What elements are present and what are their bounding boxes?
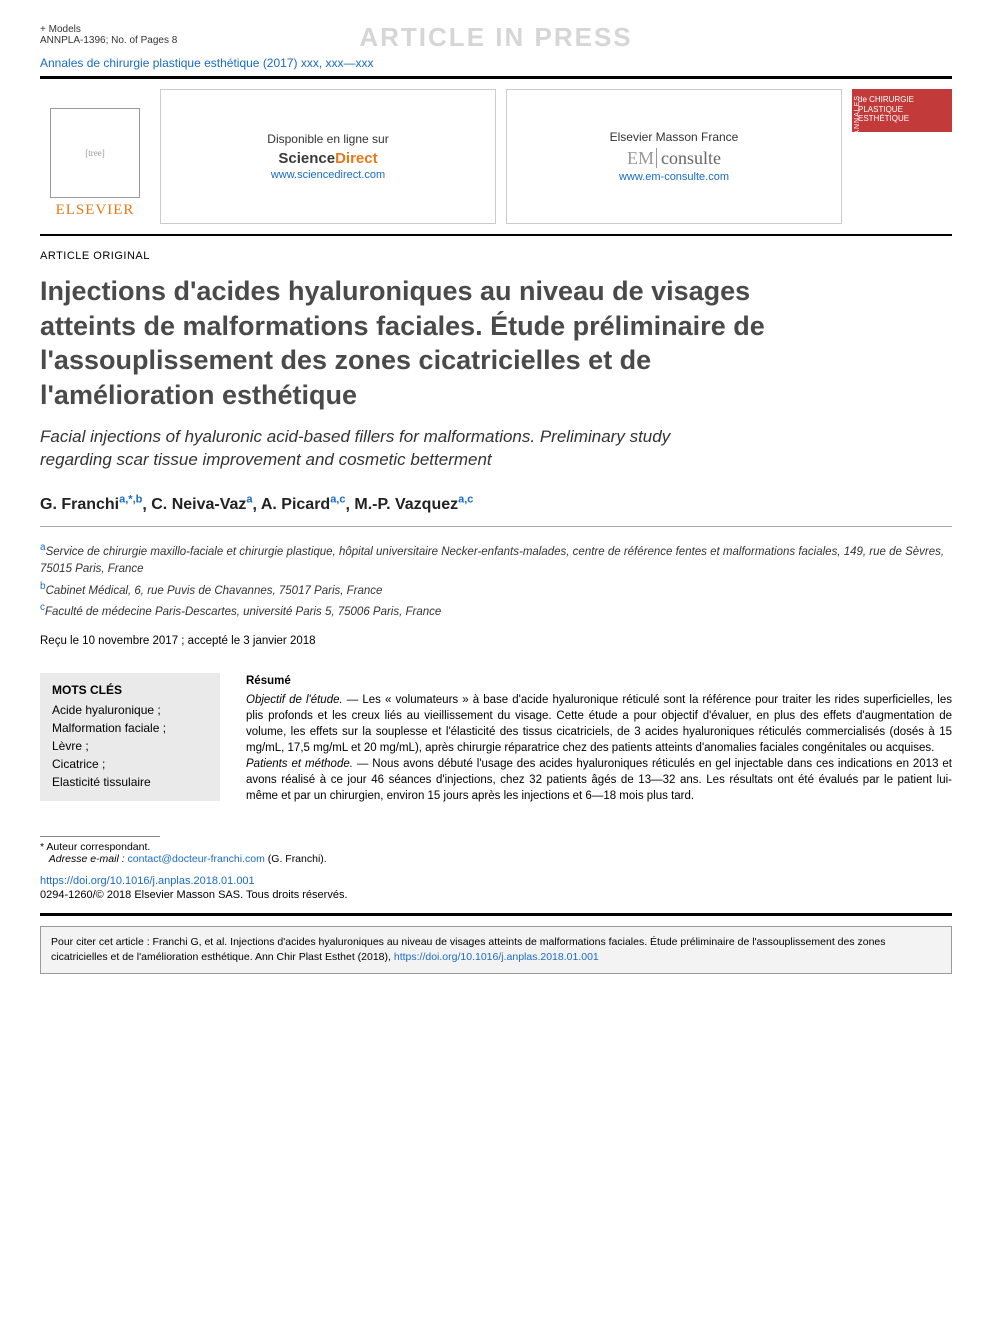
affiliation-b: bCabinet Médical, 6, rue Puvis de Chavan…: [40, 580, 952, 600]
sciencedirect-url[interactable]: www.sciencedirect.com: [271, 169, 385, 181]
article-title-english: Facial injections of hyaluronic acid-bas…: [40, 426, 740, 472]
elsevier-label: ELSEVIER: [56, 202, 135, 219]
emconsulte-caption: Elsevier Masson France: [610, 130, 739, 144]
elsevier-logo[interactable]: [tree] ELSEVIER: [40, 89, 150, 219]
keywords-box: MOTS CLÉS Acide hyaluronique ; Malformat…: [40, 673, 220, 801]
sciencedirect-brand: ScienceDirect: [278, 150, 377, 167]
footnote-rule: [40, 836, 160, 837]
keyword-4: Cicatrice ;: [52, 755, 208, 773]
keywords-abstract-row: MOTS CLÉS Acide hyaluronique ; Malformat…: [40, 673, 952, 805]
corresponding-author-note: * Auteur correspondant.: [40, 841, 952, 853]
keyword-1: Acide hyaluronique ;: [52, 701, 208, 719]
header-logos-row: [tree] ELSEVIER Disponible en ligne sur …: [40, 89, 952, 224]
affiliations-block: aService de chirurgie maxillo-faciale et…: [40, 541, 952, 620]
doi-link[interactable]: https://doi.org/10.1016/j.anplas.2018.01…: [40, 875, 255, 887]
authors-line: G. Franchia,*,b, C. Neiva-Vaza, A. Picar…: [40, 494, 952, 527]
abstract-heading: Résumé: [246, 673, 952, 689]
doi-line: https://doi.org/10.1016/j.anplas.2018.01…: [40, 875, 952, 887]
article-type: ARTICLE ORIGINAL: [40, 250, 952, 262]
cover-side-label: ANNALES: [854, 95, 862, 135]
article-dates: Reçu le 10 novembre 2017 ; accepté le 3 …: [40, 635, 952, 647]
author-1: G. Franchia,*,b: [40, 496, 142, 513]
journal-cover-thumbnail: ANNALES de CHIRURGIE PLASTIQUE ESTHÉTIQU…: [852, 89, 952, 224]
cover-line2: PLASTIQUE: [858, 105, 946, 115]
divider-below-logos: [40, 234, 952, 236]
emconsulte-url[interactable]: www.em-consulte.com: [619, 171, 729, 183]
cover-line1: de CHIRURGIE: [858, 95, 946, 105]
abstract-section-2: Patients et méthode. — Nous avons débuté…: [246, 756, 952, 804]
keyword-3: Lèvre ;: [52, 737, 208, 755]
cover-line3: ESTHÉTIQUE: [858, 114, 946, 124]
emconsulte-box[interactable]: Elsevier Masson France EMconsulte www.em…: [506, 89, 842, 224]
journal-reference: Annales de chirurgie plastique esthétiqu…: [40, 56, 952, 70]
affiliation-a: aService de chirurgie maxillo-faciale et…: [40, 541, 952, 577]
author-2: C. Neiva-Vaza: [151, 496, 252, 513]
sciencedirect-box[interactable]: Disponible en ligne sur ScienceDirect ww…: [160, 89, 496, 224]
copyright-line: 0294-1260/© 2018 Elsevier Masson SAS. To…: [40, 889, 952, 901]
abstract-section-1: Objectif de l'étude. — Les « volumateurs…: [246, 692, 952, 756]
models-tag: + Models: [40, 24, 952, 35]
abstract-block: Résumé Objectif de l'étude. — Les « volu…: [246, 673, 952, 805]
keywords-heading: MOTS CLÉS: [52, 683, 208, 697]
article-title-main: Injections d'acides hyaluroniques au niv…: [40, 274, 800, 412]
footnotes: * Auteur correspondant. Adresse e-mail :…: [40, 836, 952, 865]
email-line: Adresse e-mail : contact@docteur-franchi…: [40, 853, 952, 865]
sciencedirect-caption: Disponible en ligne sur: [267, 132, 388, 146]
affiliation-c: cFaculté de médecine Paris-Descartes, un…: [40, 601, 952, 621]
citation-box: Pour citer cet article : Franchi G, et a…: [40, 926, 952, 973]
author-email-link[interactable]: contact@docteur-franchi.com: [128, 853, 265, 865]
keyword-2: Malformation faciale ;: [52, 719, 208, 737]
emconsulte-brand: EMconsulte: [627, 148, 721, 169]
elsevier-tree-icon: [tree]: [50, 108, 140, 198]
author-4: M.-P. Vazqueza,c: [354, 496, 473, 513]
article-id: ANNPLA-1396; No. of Pages 8: [40, 35, 952, 46]
citation-doi-link[interactable]: https://doi.org/10.1016/j.anplas.2018.01…: [394, 951, 599, 963]
divider-top: [40, 76, 952, 79]
divider-bottom: [40, 913, 952, 916]
keyword-5: Elasticité tissulaire: [52, 773, 208, 791]
author-3: A. Picarda,c: [261, 496, 346, 513]
